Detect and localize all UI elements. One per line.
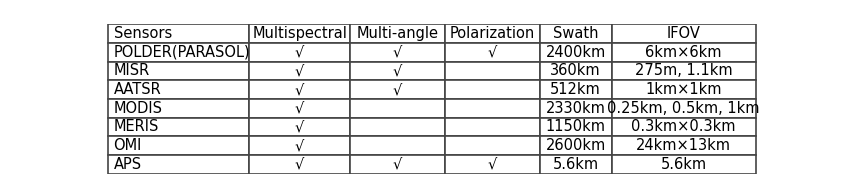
Text: Sensors: Sensors [114,26,172,41]
Bar [249,43,351,62]
Bar [540,43,611,62]
Bar [540,62,611,80]
Text: √: √ [488,45,497,60]
Bar [445,43,540,62]
Bar [351,62,445,80]
Text: OMI: OMI [114,138,142,153]
Bar [108,43,249,62]
Text: √: √ [488,157,497,172]
Bar [351,155,445,174]
Bar [249,24,351,43]
Text: Multi-angle: Multi-angle [357,26,439,41]
Bar [351,136,445,155]
Text: √: √ [393,157,402,172]
Bar [108,62,249,80]
Text: √: √ [295,120,304,134]
Bar [611,118,755,136]
Text: √: √ [393,64,402,78]
Bar [611,80,755,99]
Text: √: √ [295,64,304,78]
Text: IFOV: IFOV [667,26,701,41]
Text: 2400km: 2400km [546,45,606,60]
Text: 24km×13km: 24km×13km [636,138,731,153]
Text: 2330km: 2330km [546,101,606,116]
Text: √: √ [295,101,304,116]
Text: 5.6km: 5.6km [660,157,706,172]
Text: √: √ [295,138,304,153]
Text: √: √ [393,82,402,97]
Text: 1km×1km: 1km×1km [645,82,722,97]
Bar [351,118,445,136]
Bar [108,80,249,99]
Text: 0.25km, 0.5km, 1km: 0.25km, 0.5km, 1km [607,101,760,116]
Bar [108,24,249,43]
Bar [445,118,540,136]
Bar [445,99,540,118]
Bar [611,43,755,62]
Text: √: √ [295,157,304,172]
Text: 2600km: 2600km [546,138,606,153]
Bar [249,118,351,136]
Bar [611,62,755,80]
Bar [249,136,351,155]
Text: √: √ [295,82,304,97]
Text: MERIS: MERIS [114,120,159,134]
Bar [445,80,540,99]
Bar [108,118,249,136]
Text: POLDER(PARASOL): POLDER(PARASOL) [114,45,251,60]
Bar [351,80,445,99]
Text: 275m, 1.1km: 275m, 1.1km [635,64,733,78]
Bar [540,24,611,43]
Bar [249,155,351,174]
Text: 360km: 360km [550,64,601,78]
Text: MODIS: MODIS [114,101,162,116]
Text: MISR: MISR [114,64,150,78]
Text: Swath: Swath [553,26,599,41]
Bar [611,24,755,43]
Bar [540,80,611,99]
Bar [249,80,351,99]
Text: 5.6km: 5.6km [553,157,599,172]
Bar [445,155,540,174]
Bar [108,99,249,118]
Bar [611,155,755,174]
Text: Multispectral: Multispectral [252,26,347,41]
Bar [540,99,611,118]
Text: 0.3km×0.3km: 0.3km×0.3km [632,120,736,134]
Bar [108,136,249,155]
Bar [351,24,445,43]
Bar [351,99,445,118]
Bar [445,62,540,80]
Bar [611,136,755,155]
Text: 1150km: 1150km [546,120,606,134]
Text: 512km: 512km [550,82,601,97]
Text: 6km×6km: 6km×6km [645,45,722,60]
Bar [540,118,611,136]
Text: AATSR: AATSR [114,82,161,97]
Bar [611,99,755,118]
Bar [445,136,540,155]
Text: √: √ [393,45,402,60]
Text: Polarization: Polarization [450,26,535,41]
Bar [540,155,611,174]
Bar [445,24,540,43]
Text: √: √ [295,45,304,60]
Bar [540,136,611,155]
Bar [249,99,351,118]
Bar [249,62,351,80]
Bar [108,155,249,174]
Text: APS: APS [114,157,142,172]
Bar [351,43,445,62]
